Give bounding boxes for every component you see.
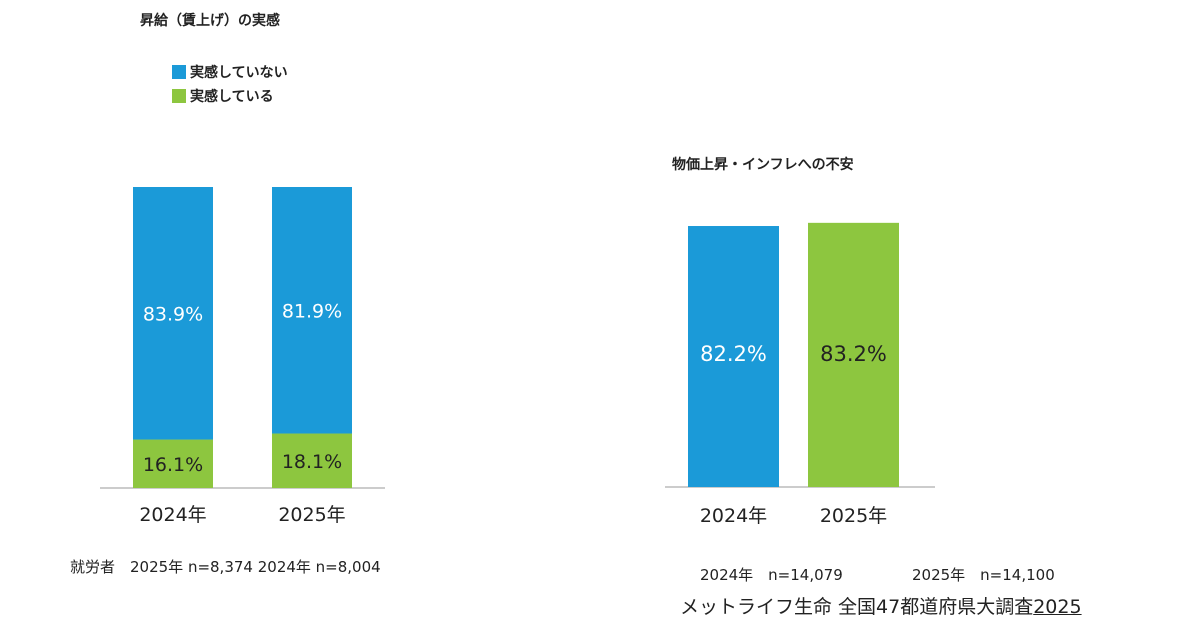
source-text: メットライフ生命 全国47都道府県大調査	[680, 596, 1034, 618]
source-year: 2025	[1033, 596, 1082, 618]
legend: 実感していない 実感している	[172, 62, 288, 106]
left-chart-note: 就労者 2025年 n=8,374 2024年 n=8,004	[70, 558, 381, 576]
bar-2024年	[688, 226, 779, 487]
data-label: 83.2%	[820, 342, 887, 366]
data-label: 16.1%	[143, 454, 203, 476]
x-tick-label: 2025年	[278, 504, 345, 526]
bar-felt-2024年	[133, 439, 213, 488]
bar-not-felt-2024年	[133, 187, 213, 440]
legend-swatch-green	[172, 89, 186, 103]
legend-label: 実感している	[190, 89, 274, 105]
bar-not-felt-2025年	[272, 187, 352, 434]
data-label: 83.9%	[143, 303, 203, 325]
data-label: 81.9%	[282, 300, 342, 322]
legend-item-not-felt: 実感していない	[172, 62, 288, 82]
bar-felt-2025年	[272, 433, 352, 488]
bar-2025年	[808, 222, 899, 487]
right-note-2024: 2024年 n=14,079	[700, 566, 843, 584]
right-note-2025: 2025年 n=14,100	[912, 566, 1055, 584]
legend-label: 実感していない	[190, 65, 288, 81]
right-chart-title: 物価上昇・インフレへの不安	[672, 157, 854, 173]
x-tick-label: 2025年	[820, 505, 887, 527]
data-label: 82.2%	[700, 342, 767, 366]
legend-swatch-blue	[172, 65, 186, 79]
x-tick-label: 2024年	[700, 505, 767, 527]
x-tick-label: 2024年	[139, 504, 206, 526]
source-credit: メットライフ生命 全国47都道府県大調査2025	[680, 592, 1082, 619]
legend-item-felt: 実感している	[172, 86, 288, 106]
left-chart-title: 昇給（賃上げ）の実感	[140, 13, 280, 29]
data-label: 18.1%	[282, 451, 342, 473]
